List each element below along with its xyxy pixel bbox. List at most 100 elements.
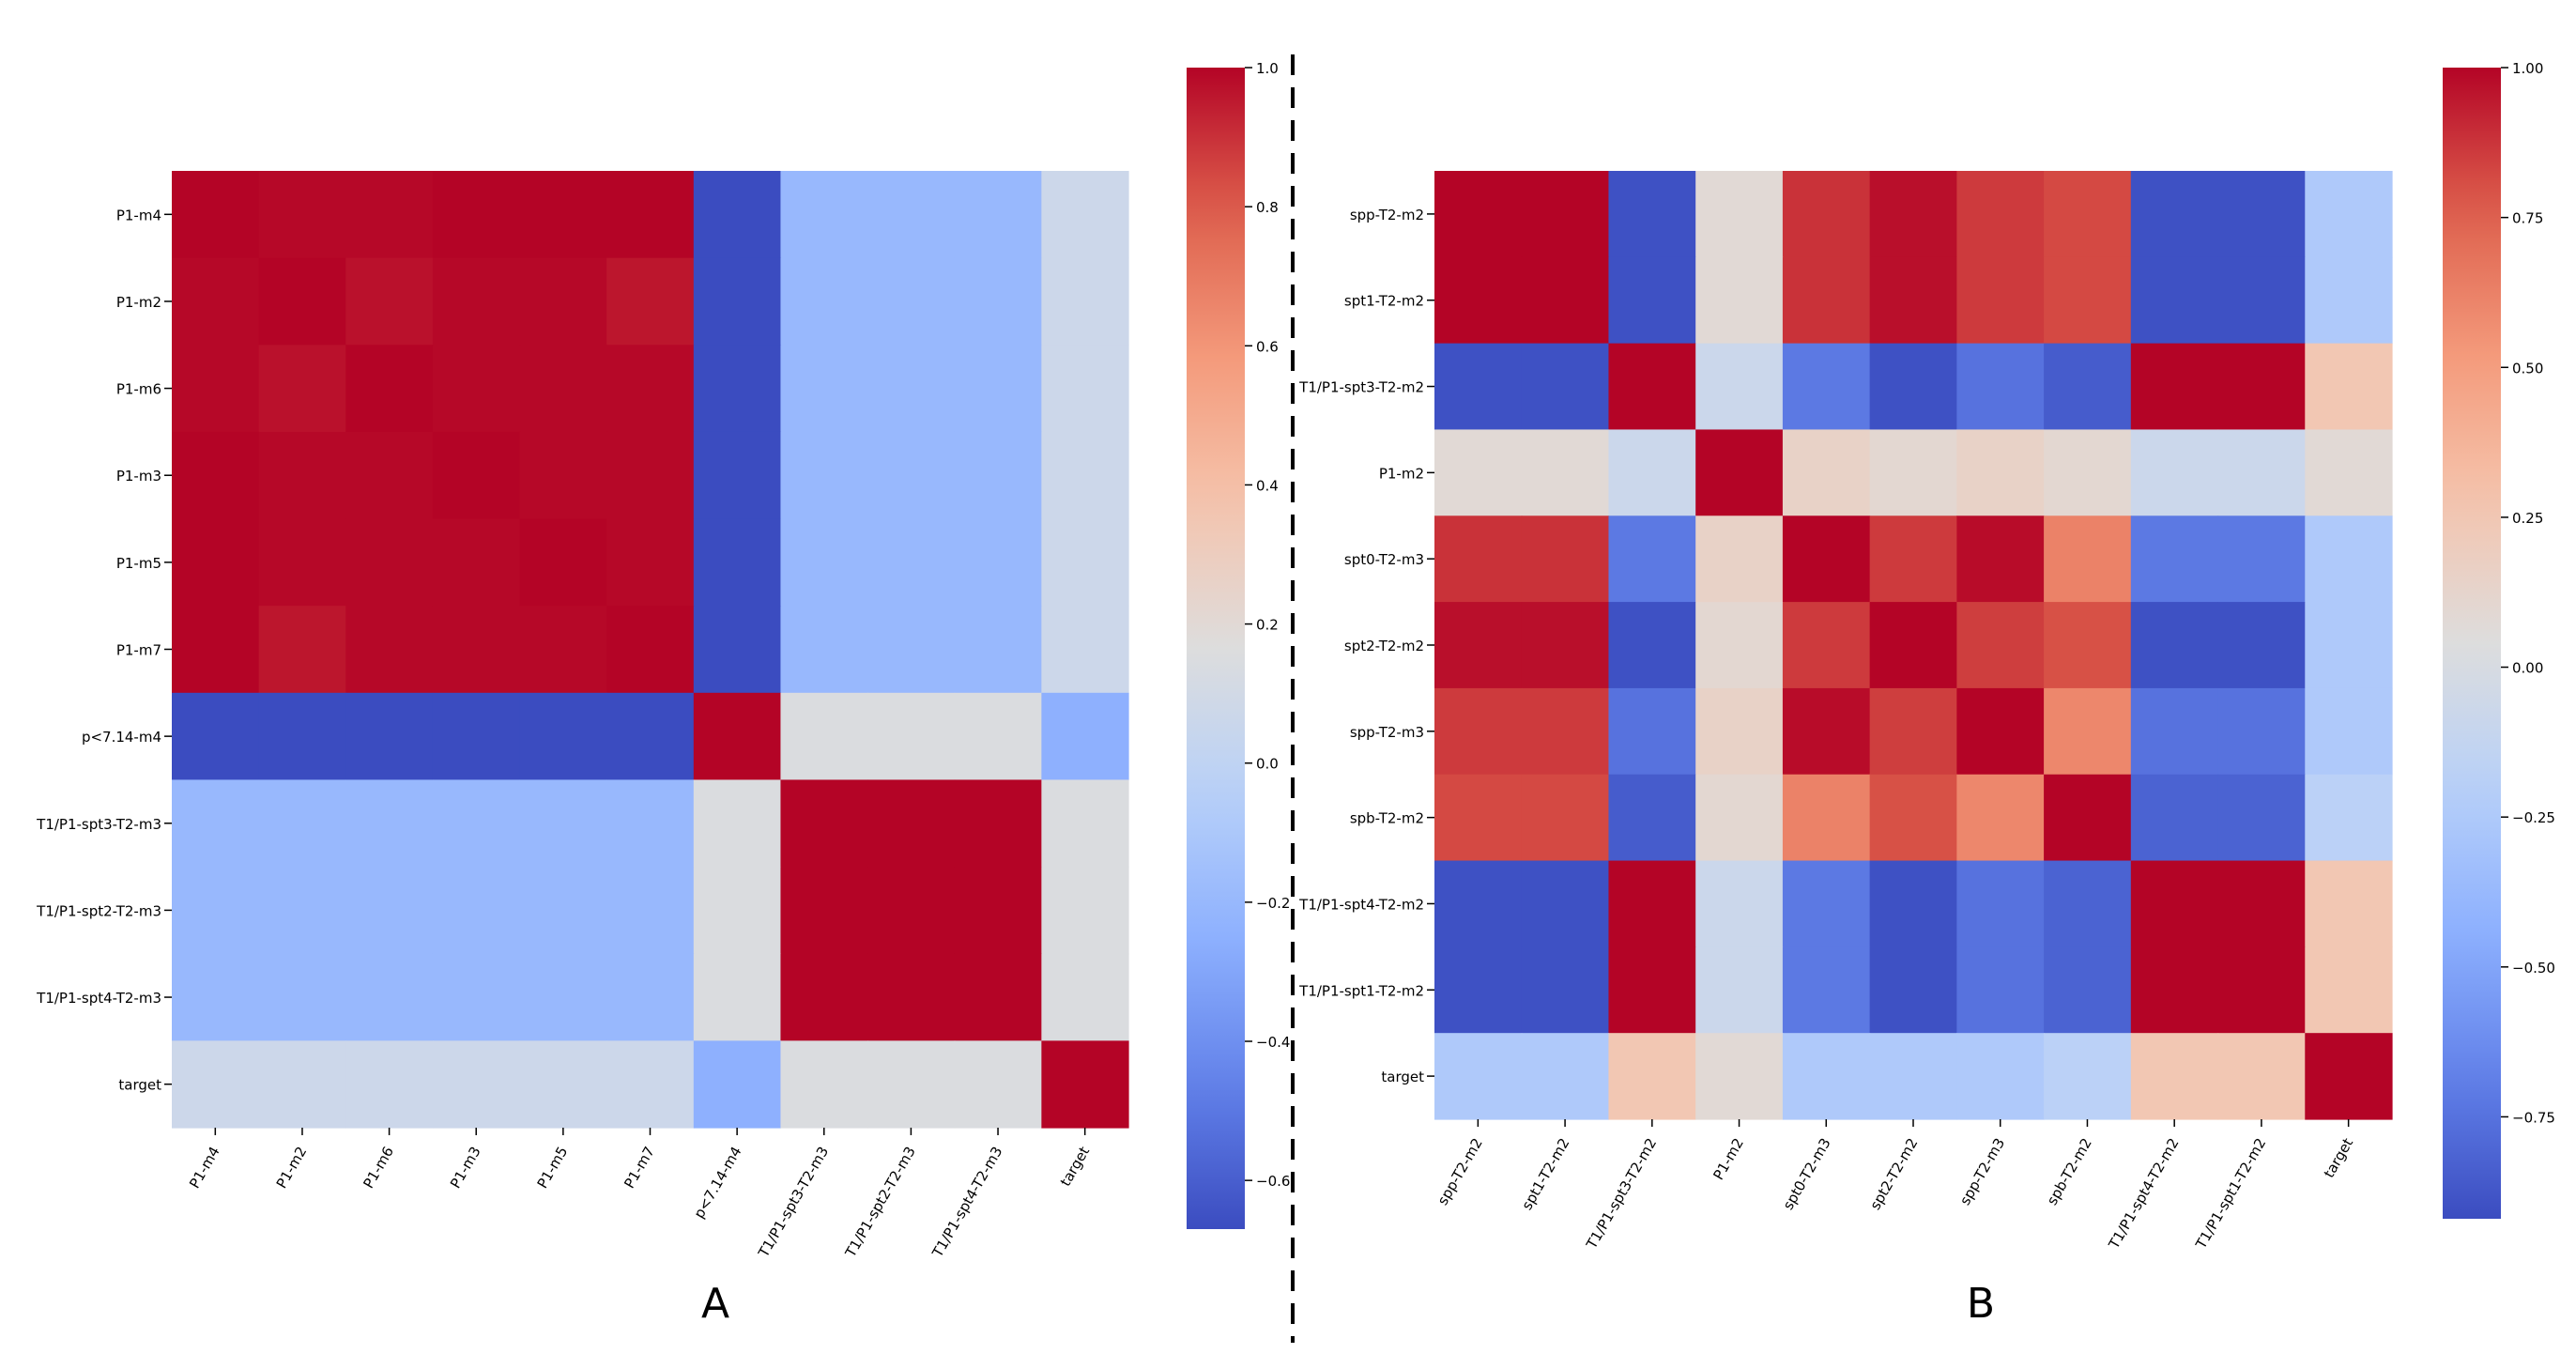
heatmap-cell-8-5 — [606, 867, 695, 955]
heatmap-cell-5-8 — [867, 606, 956, 694]
heatmap-cell-4-2 — [1608, 515, 1696, 603]
heatmap-cell-8-0 — [172, 867, 260, 955]
heatmap-cell-4-7 — [2044, 515, 2132, 603]
heatmap-cell-9-4 — [519, 953, 607, 1041]
heatmap-cell-9-8 — [2130, 946, 2219, 1034]
heatmap-cell-0-4 — [1782, 171, 1871, 258]
heatmap-cell-9-8 — [867, 953, 956, 1041]
heatmap-cell-5-9 — [954, 606, 1042, 694]
heatmap-cell-10-5 — [1869, 1033, 1957, 1120]
colorbar-tick-label: 0.25 — [2512, 510, 2543, 527]
heatmap-cell-8-3 — [432, 867, 521, 955]
heatmap-cell-4-0 — [1434, 515, 1523, 603]
heatmap-cell-6-8 — [867, 692, 956, 781]
colorbar-tick-label: −0.4 — [1256, 1034, 1290, 1051]
heatmap-cell-0-7 — [780, 171, 868, 259]
heatmap-cell-8-6 — [693, 867, 782, 955]
heatmap-cell-3-4 — [1782, 429, 1871, 516]
heatmap-cell-9-6 — [1956, 946, 2045, 1034]
heatmap-cell-2-8 — [2130, 343, 2219, 431]
heatmap-cell-4-2 — [345, 518, 434, 607]
heatmap-cell-6-2 — [345, 692, 434, 781]
heatmap-cell-4-3 — [432, 518, 521, 607]
heatmap-cell-2-7 — [2044, 343, 2132, 431]
heatmap-cell-8-4 — [519, 867, 607, 955]
row-label-p1-m5: P1-m5 — [116, 555, 161, 572]
heatmap-cell-10-10 — [1041, 1040, 1129, 1129]
panel-label-b: B — [1967, 1280, 1995, 1328]
heatmap-cell-6-8 — [2130, 687, 2219, 776]
heatmap-cell-7-5 — [1869, 774, 1957, 862]
heatmap-cell-0-6 — [1956, 171, 2045, 258]
heatmap-panel-b: spp-T2-m2 spt1-T2-m2 T1/P1-spt3-T2-m2 P1-m2… — [1298, 60, 2555, 1328]
heatmap-cell-4-7 — [780, 518, 868, 607]
heatmap-cell-3-7 — [780, 431, 868, 520]
heatmap-cell-5-9 — [2217, 602, 2306, 689]
row-label-t1-p1-spt4-t2-m3: T1/P1-spt4-T2-m3 — [36, 990, 161, 1007]
heatmap-cell-0-5 — [606, 171, 695, 259]
heatmap-cell-8-7 — [2044, 860, 2132, 947]
row-label-spt1-t2-m2: spt1-T2-m2 — [1344, 293, 1424, 310]
heatmap-cell-2-1 — [258, 345, 346, 433]
heatmap-cell-1-6 — [693, 257, 782, 346]
heatmap-cell-10-10 — [2305, 1033, 2393, 1120]
heatmap-cell-5-6 — [1956, 602, 2045, 689]
heatmap-cell-8-9 — [954, 867, 1042, 955]
heatmap-cell-10-5 — [606, 1040, 695, 1129]
heatmap-cell-6-2 — [1608, 687, 1696, 776]
heatmap-cell-2-6 — [1956, 343, 2045, 431]
colorbar — [1187, 68, 1245, 1229]
heatmap-cell-3-0 — [172, 431, 260, 520]
heatmap-cell-10-4 — [1782, 1033, 1871, 1120]
heatmap-cell-2-8 — [867, 345, 956, 433]
heatmap-cell-10-7 — [780, 1040, 868, 1129]
heatmap-cell-2-3 — [1695, 343, 1784, 431]
heatmap-cell-3-6 — [1956, 429, 2045, 516]
heatmap-cell-9-10 — [2305, 946, 2393, 1034]
heatmap-cell-6-4 — [1782, 687, 1871, 776]
heatmap-cell-0-2 — [1608, 171, 1696, 258]
heatmap-cell-5-3 — [1695, 602, 1784, 689]
heatmap-cell-3-10 — [2305, 429, 2393, 516]
heatmap-cell-0-3 — [1695, 171, 1784, 258]
heatmap-cell-4-9 — [954, 518, 1042, 607]
heatmap-cell-6-6 — [693, 692, 782, 781]
heatmap-cell-4-10 — [1041, 518, 1129, 607]
heatmap-cell-4-5 — [606, 518, 695, 607]
heatmap-cell-4-8 — [867, 518, 956, 607]
row-label-t1-p1-spt1-t2-m2: T1/P1-spt1-T2-m2 — [1298, 982, 1424, 999]
heatmap-cell-8-1 — [258, 867, 346, 955]
heatmap-cell-10-9 — [954, 1040, 1042, 1129]
heatmap-cell-1-6 — [1956, 256, 2045, 345]
heatmap-cell-7-9 — [954, 779, 1042, 868]
heatmap-cell-8-0 — [1434, 860, 1523, 947]
colorbar-tick-label: 0.2 — [1256, 617, 1279, 634]
heatmap-cell-3-0 — [1434, 429, 1523, 516]
panel-label-a: A — [701, 1280, 729, 1328]
heatmap-cell-10-1 — [1521, 1033, 1610, 1120]
heatmap-cell-3-1 — [258, 431, 346, 520]
heatmap-cell-2-0 — [1434, 343, 1523, 431]
row-label-spp-t2-m2: spp-T2-m2 — [1350, 207, 1424, 223]
heatmap-cell-10-2 — [1608, 1033, 1696, 1120]
heatmap-cell-6-4 — [519, 692, 607, 781]
row-label-p1-m3: P1-m3 — [116, 468, 161, 485]
row-label-t1-p1-spt4-t2-m2: T1/P1-spt4-T2-m2 — [1298, 896, 1424, 913]
heatmap-cell-5-1 — [1521, 602, 1610, 689]
row-label-p-7-14-m4: p<7.14-m4 — [82, 729, 161, 746]
heatmap-cell-7-6 — [693, 779, 782, 868]
heatmap-cell-1-3 — [1695, 256, 1784, 345]
row-label-p1-m2: P1-m2 — [116, 294, 161, 311]
heatmap-cell-3-9 — [954, 431, 1042, 520]
heatmap-cell-1-4 — [1782, 256, 1871, 345]
heatmap-cell-8-3 — [1695, 860, 1784, 947]
heatmap-cell-0-8 — [2130, 171, 2219, 258]
heatmap-cell-10-3 — [432, 1040, 521, 1129]
heatmap-cell-8-9 — [2217, 860, 2306, 947]
colorbar-tick-label: 1.0 — [1256, 60, 1279, 77]
heatmap-cell-2-1 — [1521, 343, 1610, 431]
heatmap-cell-2-6 — [693, 345, 782, 433]
heatmap-cell-2-4 — [1782, 343, 1871, 431]
heatmap-cell-1-8 — [867, 257, 956, 346]
